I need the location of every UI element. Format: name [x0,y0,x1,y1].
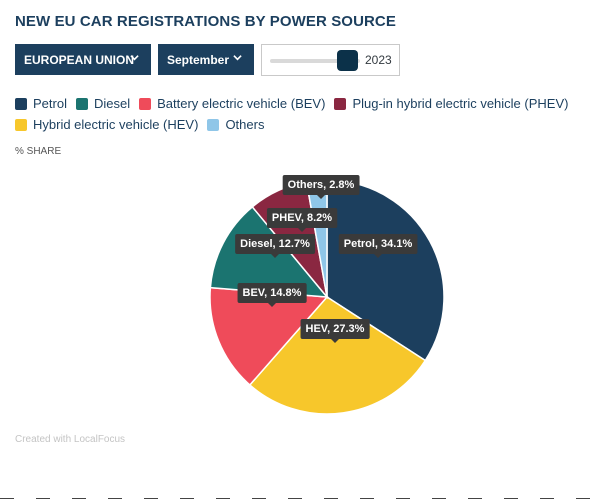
pie-label-text: BEV, 14.8% [243,287,302,299]
legend-item-diesel[interactable]: Diesel [75,96,131,111]
pie-label-text: HEV, 27.3% [306,323,365,335]
pie-label-phev: PHEV, 8.2% [266,208,338,232]
share-label: % SHARE [15,146,62,157]
legend-label: Hybrid electric vehicle (HEV) [33,117,199,132]
pie-label-hev: HEV, 27.3% [300,319,370,343]
chevron-down-icon [233,55,242,61]
pie-label-text: Diesel, 12.7% [240,238,310,250]
legend-row: Hybrid electric vehicle (HEV) Others [15,114,595,135]
year-slider-track[interactable] [270,59,360,63]
pie-label-box [266,208,338,228]
region-dropdown-label: EUROPEAN UNION [24,52,135,67]
pie-slice-bev[interactable] [209,286,329,387]
pie-label-pointer [317,195,325,199]
pie-label-text: Petrol, 34.1% [344,238,413,250]
pie-label-pointer [331,339,339,343]
legend-item-phev[interactable]: Plug-in hybrid electric vehicle (PHEV) [334,96,568,111]
legend-row: Petrol Diesel Battery electric vehicle (… [15,93,595,114]
legend-item-others[interactable]: Others [207,117,264,132]
pie-label-pointer [268,303,276,307]
pie-label-box [338,234,418,254]
pie-label-box [235,234,316,254]
chart-title: NEW EU CAR REGISTRATIONS BY POWER SOURCE [15,13,396,30]
legend-swatch [15,118,27,131]
legend-swatch [15,97,27,110]
pie-label-petrol: Petrol, 34.1% [338,234,418,258]
legend-item-petrol[interactable]: Petrol [15,96,67,111]
legend-swatch [207,118,220,131]
region-dropdown[interactable]: EUROPEAN UNION [15,44,151,75]
pie-label-box [282,175,360,195]
legend-label: Diesel [93,96,131,111]
pie-label-box [237,283,307,303]
legend: Petrol Diesel Battery electric vehicle (… [15,93,595,135]
pie-label-pointer [271,254,279,258]
legend-swatch [75,97,88,110]
pie-label-box [300,319,370,339]
pie-label-pointer [374,254,382,258]
pie-label-bev: BEV, 14.8% [237,283,307,307]
legend-label: Plug-in hybrid electric vehicle (PHEV) [352,96,569,111]
pie-label-diesel: Diesel, 12.7% [235,234,316,258]
year-slider-thumb[interactable] [337,50,358,71]
pie-label-text: Others, 2.8% [288,179,355,191]
year-slider: 2023 [261,44,400,76]
legend-swatch [139,97,152,110]
month-dropdown-label: September [167,52,230,67]
month-dropdown[interactable]: September [158,44,254,75]
legend-item-bev[interactable]: Battery electric vehicle (BEV) [139,96,325,111]
pie-label-others: Others, 2.8% [282,175,360,199]
legend-label: Battery electric vehicle (BEV) [157,96,326,111]
legend-label: Others [225,117,265,132]
chevron-down-icon [130,55,139,61]
legend-label: Petrol [33,96,67,111]
pie-label-pointer [298,228,306,232]
legend-swatch [334,97,347,110]
legend-item-hev[interactable]: Hybrid electric vehicle (HEV) [15,117,198,132]
pie-label-text: PHEV, 8.2% [272,212,332,224]
pie-slice-hev[interactable] [248,296,427,415]
bottom-divider [0,498,607,499]
year-value: 2023 [365,53,392,67]
credit-text: Created with LocalFocus [15,434,126,445]
